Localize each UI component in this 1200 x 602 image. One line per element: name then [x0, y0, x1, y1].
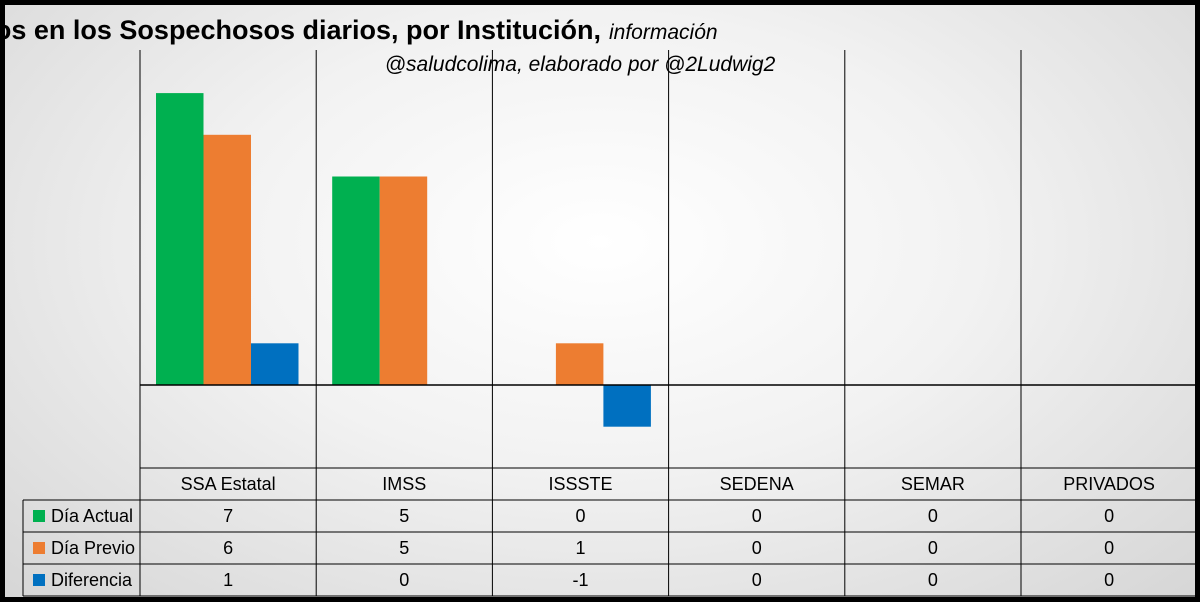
bar-d-a-actual-ssa-estatal: [156, 93, 204, 385]
legend-swatch: [33, 574, 45, 586]
legend-swatch: [33, 510, 45, 522]
data-label: 0: [1104, 570, 1114, 590]
data-label: 0: [752, 570, 762, 590]
chart-frame: SSA Estatal IMSS ISSSTE SEDENA SEMAR PRIVADOS…: [3, 3, 1197, 599]
bar-d-a-previo-issste: [555, 343, 604, 385]
plot-gridlines: [139, 50, 1022, 468]
bar-d-a-previo-imss: [379, 176, 428, 385]
chart-title-suffix: información: [609, 21, 718, 44]
bar-diferencia-ssa-estatal: [251, 343, 299, 385]
data-label: 0: [399, 570, 409, 590]
bars: [156, 93, 651, 427]
category-label: PRIVADOS: [1063, 474, 1155, 494]
data-table: SSA Estatal IMSS ISSSTE SEDENA SEMAR PRIVADOS…: [22, 467, 1195, 597]
data-label: 0: [928, 538, 938, 558]
chart-canvas: SSA Estatal IMSS ISSSTE SEDENA SEMAR PRIVADOS…: [5, 15, 1195, 597]
chart-subtitle: @saludcolima, elaborado por @2Ludwig2: [385, 53, 776, 76]
chart-title: Cambios en los Sospechosos diarios, por …: [5, 15, 601, 45]
data-label: 0: [575, 506, 585, 526]
data-label: 0: [928, 506, 938, 526]
series-label: Diferencia: [51, 570, 133, 590]
category-label: IMSS: [382, 474, 426, 494]
data-label: 1: [223, 570, 233, 590]
bar-d-a-previo-ssa-estatal: [203, 134, 251, 385]
data-label: 1: [575, 538, 585, 558]
data-label: 5: [399, 506, 409, 526]
series-label: Día Actual: [51, 506, 133, 526]
data-label: 0: [1104, 538, 1114, 558]
bar-d-a-actual-imss: [332, 176, 380, 385]
category-label: ISSSTE: [548, 474, 612, 494]
bar-diferencia-issste: [603, 385, 651, 427]
data-label: -1: [572, 570, 588, 590]
category-label: SEDENA: [720, 474, 794, 494]
category-label: SSA Estatal: [181, 474, 276, 494]
data-label: 7: [223, 506, 233, 526]
data-label: 6: [223, 538, 233, 558]
data-label: 0: [752, 538, 762, 558]
legend-swatch: [33, 542, 45, 554]
data-label: 0: [928, 570, 938, 590]
data-label: 0: [752, 506, 762, 526]
data-label: 5: [399, 538, 409, 558]
series-label: Día Previo: [51, 538, 135, 558]
category-label: SEMAR: [901, 474, 965, 494]
data-label: 0: [1104, 506, 1114, 526]
